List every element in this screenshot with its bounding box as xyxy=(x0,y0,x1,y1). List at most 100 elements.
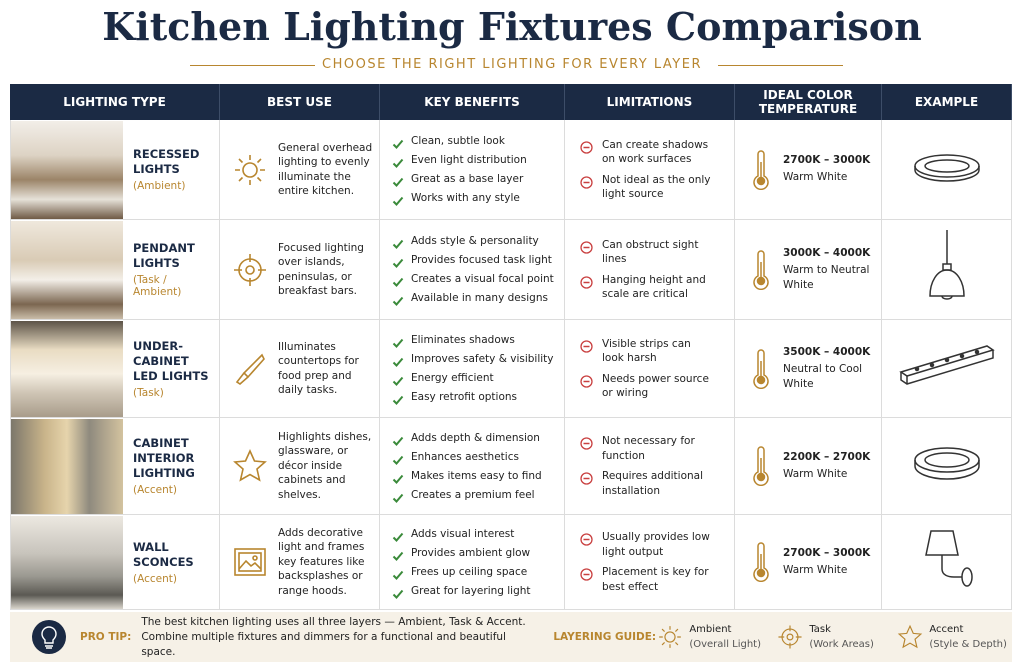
icon-part xyxy=(941,262,952,271)
icon-part xyxy=(781,628,799,646)
icon-part xyxy=(580,437,593,450)
limitation-text: Hanging height and scale are critical xyxy=(602,273,706,301)
icon-part xyxy=(974,349,979,354)
limitation-text: Not necessary for function xyxy=(602,435,695,462)
check-icon xyxy=(392,273,404,287)
best-use-cell: Focused lighting over islands, peninsula… xyxy=(220,220,380,320)
guide-icon xyxy=(657,624,683,650)
minus-icon xyxy=(580,566,593,581)
benefits-cell: Adds depth & dimension Enhances aesthetic… xyxy=(380,418,565,515)
benefit-text: Improves safety & visibility xyxy=(411,353,554,365)
icon-part xyxy=(580,374,593,388)
icon-part xyxy=(924,530,973,587)
guide-text: Task (Work Areas) xyxy=(809,622,874,652)
check-icon xyxy=(392,192,404,206)
icon-part xyxy=(392,532,404,542)
limitation-list: Not necessary for function Requires addit… xyxy=(565,428,714,504)
guide-desc: (Overall Light) xyxy=(689,639,762,650)
column-header: BEST USE xyxy=(220,84,380,120)
icon-part xyxy=(252,555,258,561)
icon-part xyxy=(580,374,593,388)
icon-part xyxy=(960,567,973,587)
check-icon xyxy=(392,451,404,465)
best-use-cell: Adds decorative light and frames key fea… xyxy=(220,515,380,610)
temperature-desc: Neutral to Cool White xyxy=(783,363,863,390)
icon-part xyxy=(898,624,923,649)
limitation: Placement is key for best effect xyxy=(580,565,714,594)
fixture-name: WALL SCONCES xyxy=(133,539,194,569)
icon-part xyxy=(753,249,769,290)
icon-part xyxy=(913,165,980,182)
benefit-text: Clean, subtle look xyxy=(411,135,505,147)
icon-part xyxy=(235,353,265,385)
icon-part xyxy=(756,375,766,384)
check-icon xyxy=(392,292,404,306)
icon-part xyxy=(41,626,57,644)
limitations-cell: Can create shadows on work surfaces Not i… xyxy=(565,120,735,220)
icon-part xyxy=(580,568,593,581)
minus-icon xyxy=(580,531,593,546)
icon-part xyxy=(392,196,404,206)
icon-part xyxy=(580,275,593,289)
thermometer-icon xyxy=(751,542,771,583)
minus-icon xyxy=(580,139,593,154)
limitation: Requires additional installation xyxy=(580,469,714,498)
benefit-text: Adds visual interest xyxy=(411,527,515,540)
icon-part xyxy=(580,140,593,154)
type-text: CABINET INTERIOR LIGHTING (Accent) xyxy=(133,436,217,496)
icon-part xyxy=(756,276,766,285)
fixture-name: PENDANT LIGHTS xyxy=(133,241,195,270)
benefit: Frees up ceiling space xyxy=(392,562,531,581)
benefit-list: Adds visual interest Provides ambient glo… xyxy=(380,524,531,600)
temperature-cell: 3000K – 4000K Warm to Neutral White xyxy=(735,220,882,320)
guide-desc: (Work Areas) xyxy=(809,639,874,650)
column-header: KEY BENEFITS xyxy=(380,84,565,120)
best-use-icon xyxy=(232,351,268,387)
temperature-text: 2700K – 3000K Warm White xyxy=(783,154,871,185)
benefit: Creates a premium feel xyxy=(392,485,542,504)
icon-part xyxy=(580,140,593,154)
photo xyxy=(11,418,123,514)
limitation-text: Requires additional installation xyxy=(602,470,704,497)
icon-part xyxy=(580,533,593,546)
icon-part xyxy=(392,455,404,465)
icon-part xyxy=(580,240,593,254)
subtitle: CHOOSE THE RIGHT LIGHTING FOR EVERY LAYE… xyxy=(322,57,702,72)
best-use: Adds decorative light and frames key fea… xyxy=(278,526,365,597)
check-icon xyxy=(392,489,404,503)
thermometer-icon xyxy=(751,149,771,190)
icon-part xyxy=(392,296,404,306)
thermometer-icon xyxy=(751,249,771,290)
icon-part xyxy=(392,376,404,386)
icon-part xyxy=(753,542,769,583)
icon-part xyxy=(580,568,593,581)
example-cell xyxy=(882,320,1012,418)
icon-part xyxy=(580,175,593,189)
temperature-text: 2200K – 2700K Warm White xyxy=(783,451,871,482)
column-header: LIGHTING TYPE xyxy=(10,84,220,120)
icon-part xyxy=(392,158,404,168)
type-text: RECESSED LIGHTS (Ambient) xyxy=(133,147,217,192)
limitation-list: Can create shadows on work surfaces Not i… xyxy=(565,132,714,208)
example-cell xyxy=(882,515,1012,610)
icon-part xyxy=(580,240,593,254)
benefit-list: Adds depth & dimension Enhances aesthetic… xyxy=(380,428,542,504)
check-icon xyxy=(392,135,404,149)
temperature-cell: 3500K – 4000K Neutral to Cool White xyxy=(735,320,882,418)
temperature-text: 3000K – 4000K Warm to Neutral White xyxy=(783,247,871,292)
temperature-cell: 2200K – 2700K Warm White xyxy=(735,418,882,515)
icon-part xyxy=(392,395,404,405)
icon-part xyxy=(233,449,267,482)
photo xyxy=(11,515,123,609)
best-use: Illuminates countertops for food prep an… xyxy=(278,340,359,397)
check-icon xyxy=(392,585,404,599)
icon-part xyxy=(392,493,404,503)
icon-part xyxy=(242,161,258,178)
icon-part xyxy=(659,626,682,648)
guide-name: Accent xyxy=(929,624,964,635)
benefit-text: Available in many designs xyxy=(411,292,548,304)
limitation-list: Visible strips can look harsh Needs power… xyxy=(565,331,714,407)
benefit-text: Great as a base layer xyxy=(411,173,524,185)
minus-icon xyxy=(580,239,593,254)
limitations-cell: Visible strips can look harsh Needs power… xyxy=(565,320,735,418)
